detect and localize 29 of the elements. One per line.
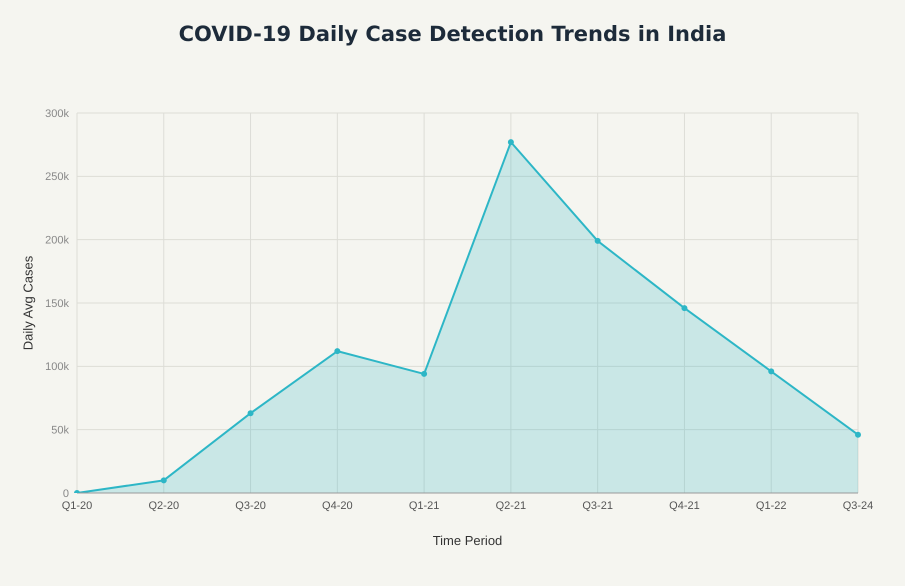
point: [160, 477, 167, 484]
x-tick-label: Q1-21: [408, 500, 440, 512]
x-tick-label: Q4-21: [669, 500, 700, 512]
x-tick-label: Q3-24: [842, 500, 874, 512]
y-tick-label: 200k: [45, 234, 70, 247]
point: [681, 305, 688, 312]
point: [508, 139, 514, 146]
x-tick-label: Q3-20: [235, 500, 266, 512]
y-tick-label: 300k: [45, 108, 70, 120]
x-tick-label: Q1-22: [756, 500, 787, 512]
point: [855, 432, 861, 438]
x-axis-title: Time Period: [432, 533, 502, 548]
y-tick-label: 250k: [45, 171, 70, 184]
x-tick-label: Q4-20: [322, 500, 353, 512]
x-tick-label: Q2-20: [148, 500, 180, 512]
y-tick-label: 0: [62, 488, 69, 500]
x-tick-label: Q3-21: [582, 500, 613, 512]
x-tick-label: Q1-20: [62, 500, 92, 512]
chart-title: COVID-19 Daily Case Detection Trends in India: [178, 22, 728, 46]
y-axis-title: Daily Avg Cases: [20, 255, 36, 350]
point: [248, 410, 254, 416]
y-tick-label: 100k: [45, 361, 70, 374]
y-tick-label: 150k: [45, 298, 70, 310]
x-tick-label: Q2-21: [496, 500, 526, 512]
point: [421, 370, 428, 377]
y-tick-label: 50k: [51, 424, 70, 437]
point: [768, 368, 774, 374]
point: [334, 348, 340, 354]
point: [594, 238, 601, 244]
